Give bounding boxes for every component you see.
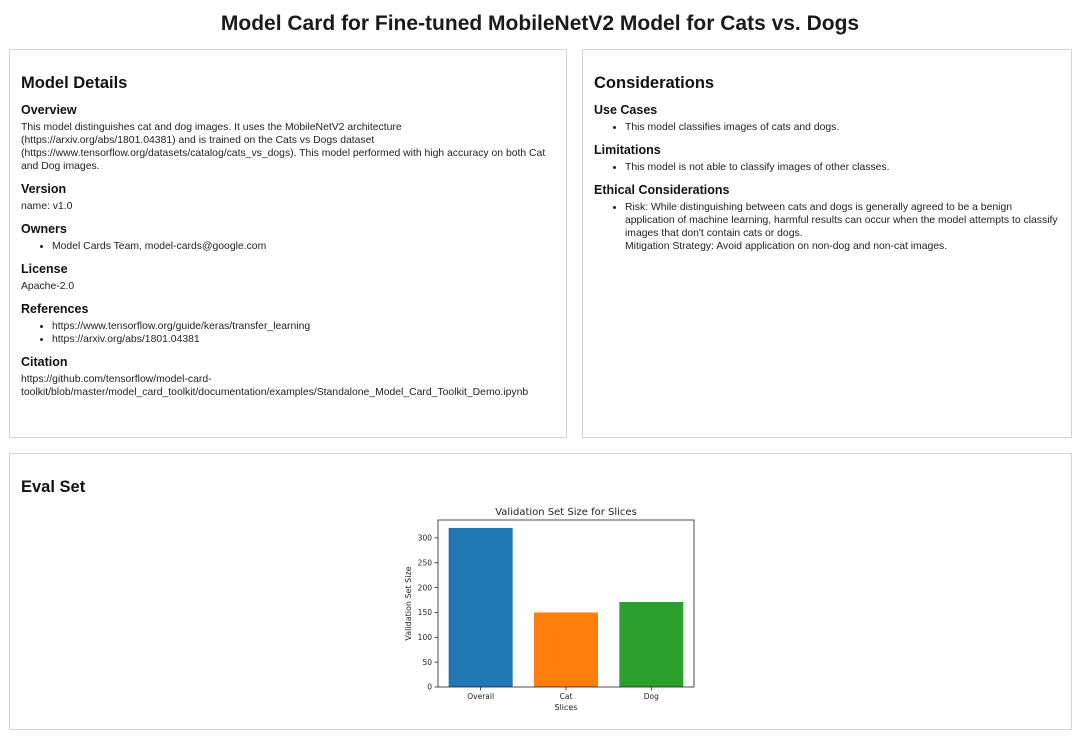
- chart-title: Validation Set Size for Slices: [495, 507, 637, 518]
- x-axis-label: Slices: [554, 703, 577, 712]
- y-tick-label: 50: [422, 658, 432, 667]
- x-tick-label: Dog: [644, 692, 659, 701]
- y-tick-label: 300: [418, 534, 433, 543]
- eval-set-card: Eval Set Validation Set Size for Slices O…: [9, 453, 1072, 730]
- reference-item: https://www.tensorflow.org/guide/keras/t…: [52, 320, 555, 333]
- license-heading: License: [21, 262, 68, 276]
- y-tick-label: 100: [418, 633, 433, 642]
- x-tick-label: Cat: [560, 692, 573, 701]
- model-details-card: Model Details Overview This model distin…: [9, 49, 567, 438]
- ethical-item: Risk: While distinguishing between cats …: [625, 201, 1060, 253]
- limitations-heading: Limitations: [594, 143, 661, 157]
- use-cases-heading: Use Cases: [594, 103, 658, 117]
- x-tick-label: Overall: [467, 692, 494, 701]
- version-heading: Version: [21, 182, 67, 196]
- model-details-heading: Model Details: [21, 74, 128, 92]
- license-text: Apache-2.0: [21, 281, 75, 292]
- citation-heading: Citation: [21, 355, 68, 369]
- overview-text: This model distinguishes cat and dog ima…: [21, 122, 546, 172]
- citation-text: https://github.com/tensorflow/model-card…: [21, 374, 529, 398]
- owners-heading: Owners: [21, 222, 67, 236]
- page-title: Model Card for Fine-tuned MobileNetV2 Mo…: [220, 12, 860, 35]
- owner-item: Model Cards Team, model-cards@google.com: [52, 240, 555, 253]
- reference-item: https://arxiv.org/abs/1801.04381: [52, 333, 555, 346]
- bar-cat: [534, 612, 598, 687]
- bar-overall: [448, 527, 513, 687]
- plot-frame: [437, 519, 695, 688]
- ethical-list: Risk: While distinguishing between cats …: [594, 201, 1060, 253]
- bar-dog: [619, 602, 684, 687]
- limitation-item: This model is not able to classify image…: [625, 161, 1060, 174]
- risk-text: Risk: While distinguishing between cats …: [625, 202, 1058, 239]
- y-tick-label: 200: [418, 583, 433, 592]
- ethical-heading: Ethical Considerations: [594, 183, 730, 197]
- references-list: https://www.tensorflow.org/guide/keras/t…: [21, 320, 555, 346]
- mitigation-text: Mitigation Strategy: Avoid application o…: [625, 241, 948, 252]
- y-tick-label: 250: [418, 558, 433, 567]
- overview-heading: Overview: [21, 103, 77, 117]
- chart-container: Validation Set Size for Slices Overall Cat…: [393, 504, 703, 724]
- eval-set-heading: Eval Set: [21, 478, 86, 496]
- version-text: name: v1.0: [21, 201, 73, 212]
- y-tick-label: 150: [418, 608, 433, 617]
- references-heading: References: [21, 302, 89, 316]
- limitations-list: This model is not able to classify image…: [594, 161, 1060, 174]
- y-axis-label: Validation Set Size: [404, 566, 413, 640]
- y-tick-label: 0: [427, 683, 432, 692]
- validation-size-chart: Validation Set Size for Slices Overall Cat…: [404, 507, 695, 712]
- use-cases-list: This model classifies images of cats and…: [594, 121, 1060, 134]
- considerations-card: Considerations Use Cases This model clas…: [582, 49, 1072, 438]
- use-case-item: This model classifies images of cats and…: [625, 121, 1060, 134]
- considerations-heading: Considerations: [594, 74, 715, 92]
- owners-list: Model Cards Team, model-cards@google.com: [21, 240, 555, 253]
